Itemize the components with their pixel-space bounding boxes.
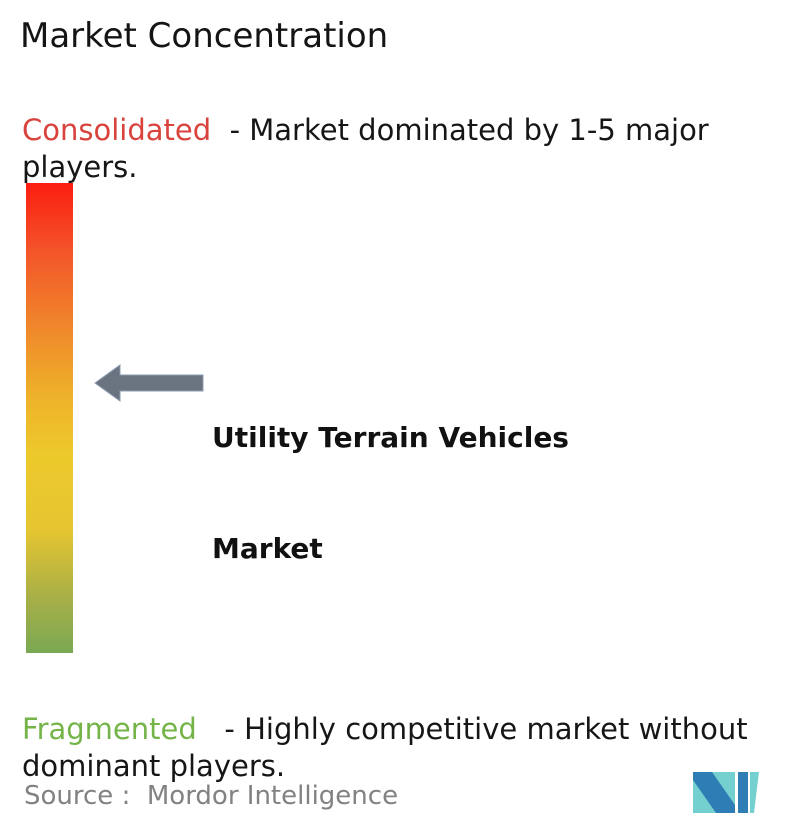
pointer-arrow-icon bbox=[94, 364, 204, 402]
fragmented-keyword: Fragmented bbox=[22, 712, 197, 746]
source-attribution: Source : Mordor Intelligence bbox=[24, 781, 399, 811]
consolidated-keyword: Consolidated bbox=[22, 113, 212, 147]
market-label-line1: Utility Terrain Vehicles bbox=[212, 421, 569, 454]
mordor-intelligence-logo bbox=[693, 772, 759, 813]
consolidated-text: - Market dominated by 1-5 major players. bbox=[22, 113, 718, 184]
consolidated-description: Consolidated - Market dominated by 1-5 m… bbox=[22, 112, 767, 186]
concentration-gradient-bar bbox=[26, 183, 73, 653]
market-label: Utility Terrain Vehicles Market bbox=[212, 345, 569, 641]
chart-title: Market Concentration bbox=[20, 16, 389, 56]
market-label-line2: Market bbox=[212, 532, 323, 565]
fragmented-text: - Highly competitive market without domi… bbox=[22, 712, 757, 783]
fragmented-description: Fragmented - Highly competitive market w… bbox=[22, 711, 767, 785]
